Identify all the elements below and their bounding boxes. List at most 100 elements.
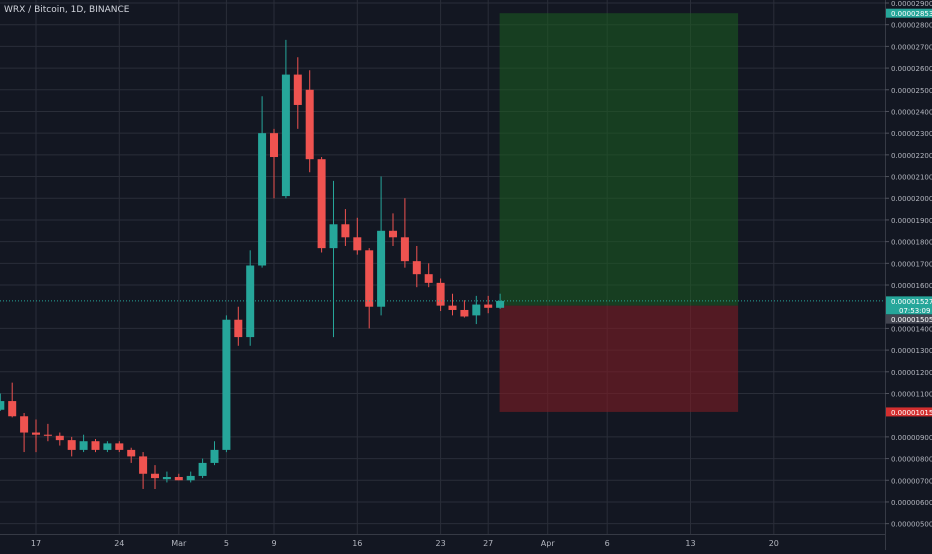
candle-body — [496, 300, 505, 308]
price-tick-label: 0.00002500 — [891, 87, 932, 95]
candle[interactable] — [162, 471, 171, 483]
candle[interactable] — [389, 213, 397, 246]
candle[interactable] — [424, 263, 433, 288]
candle[interactable] — [448, 293, 457, 316]
candle-body — [91, 441, 100, 450]
loss-zone[interactable] — [499, 305, 739, 412]
candle[interactable] — [234, 306, 243, 346]
candle[interactable] — [400, 198, 409, 268]
symbol-title: WRX / Bitcoin, 1D, BINANCE — [4, 5, 130, 15]
candle[interactable] — [496, 293, 505, 309]
candle[interactable] — [32, 419, 40, 453]
candle[interactable] — [103, 441, 112, 453]
candle[interactable] — [43, 423, 52, 442]
price-tick-label: 0.00000900 — [891, 434, 932, 442]
profit-zone[interactable] — [499, 13, 739, 306]
candle[interactable] — [0, 393, 5, 411]
candle[interactable] — [293, 57, 302, 129]
candle[interactable] — [151, 465, 159, 489]
price-tick-label: 0.00001200 — [891, 369, 932, 377]
candle-body — [270, 133, 278, 158]
price-tick-label: 0.00001400 — [891, 325, 932, 333]
time-axis[interactable]: 17 24 Mar 5 9 16 23 27 Apr 6 13 20 — [0, 534, 885, 549]
candle[interactable] — [8, 382, 17, 418]
candle-body — [377, 230, 386, 307]
candle[interactable] — [412, 245, 421, 288]
price-labels: 0.000028530.000010150.0000152707:53:090.… — [886, 8, 932, 417]
stop-price-label-bg — [886, 407, 932, 417]
current-price-label: 0.00001527 — [891, 298, 932, 306]
candle-body — [412, 261, 421, 275]
candle-body — [115, 443, 124, 450]
candle-series[interactable] — [0, 39, 505, 489]
candle[interactable] — [222, 315, 231, 453]
time-tick-label: 5 — [224, 539, 229, 548]
candle[interactable] — [210, 441, 219, 466]
price-tick-label: 0.00002200 — [891, 152, 932, 160]
candle[interactable] — [377, 176, 386, 316]
time-tick-label: Apr — [541, 539, 556, 548]
price-tick-label: 0.00002600 — [891, 65, 932, 73]
candle-body — [281, 74, 290, 197]
candle[interactable] — [79, 434, 88, 453]
candle-body — [400, 237, 409, 262]
price-tick-label: 0.00002300 — [891, 130, 932, 138]
candle-body — [389, 230, 397, 238]
candle-body — [186, 475, 195, 481]
candle-body — [222, 319, 231, 450]
position-tool[interactable] — [499, 13, 739, 412]
candle[interactable] — [484, 295, 493, 314]
price-tick-label: 0.00001900 — [891, 217, 932, 225]
price-tick-label: 0.00002100 — [891, 174, 932, 182]
candle[interactable] — [281, 39, 290, 199]
candle[interactable] — [353, 217, 362, 255]
candle[interactable] — [365, 248, 374, 329]
candle-body — [436, 282, 445, 306]
candle[interactable] — [436, 278, 445, 312]
candle[interactable] — [329, 180, 338, 338]
candle-body — [353, 237, 362, 251]
time-tick-label: 13 — [685, 539, 695, 548]
time-tick-label: 24 — [114, 539, 124, 548]
price-tick-label: 0.00001700 — [891, 260, 932, 268]
candle-body — [67, 440, 76, 450]
candle-body — [484, 304, 493, 308]
candle[interactable] — [174, 473, 183, 481]
price-axis[interactable]: 0.00000500 0.00000600 0.00000700 0.00000800… — [885, 0, 932, 550]
candle-body — [0, 401, 5, 410]
target-price-label-bg — [886, 8, 932, 18]
candle[interactable] — [115, 441, 124, 453]
time-tick-label: 9 — [271, 539, 276, 548]
candle[interactable] — [341, 209, 350, 246]
candle-body — [234, 319, 243, 338]
candle[interactable] — [258, 96, 267, 268]
candle[interactable] — [472, 295, 481, 325]
candle[interactable] — [246, 250, 255, 346]
candle-body — [20, 416, 29, 433]
candle[interactable] — [67, 436, 76, 457]
candle[interactable] — [55, 432, 64, 446]
price-tick-label: 0.00001600 — [891, 282, 932, 290]
candle[interactable] — [91, 439, 100, 453]
time-tick-label: 27 — [483, 539, 493, 548]
candle-body — [341, 224, 350, 238]
price-tick-label: 0.00002700 — [891, 43, 932, 51]
candle[interactable] — [198, 458, 207, 479]
candle-body — [329, 224, 338, 249]
candle[interactable] — [305, 70, 314, 173]
price-tick-label: 0.00000800 — [891, 456, 932, 464]
candle[interactable] — [139, 452, 148, 489]
candle[interactable] — [127, 447, 136, 463]
candle[interactable] — [460, 300, 469, 318]
price-tick-label: 0.00000600 — [891, 499, 932, 507]
candle[interactable] — [317, 157, 326, 253]
candle-body — [198, 462, 207, 476]
stop-price-label: 0.00001015 — [891, 409, 932, 417]
candle[interactable] — [270, 128, 278, 199]
candle-body — [365, 250, 374, 307]
candle[interactable] — [186, 471, 195, 483]
candle-body — [246, 265, 255, 338]
candle[interactable] — [20, 413, 29, 453]
